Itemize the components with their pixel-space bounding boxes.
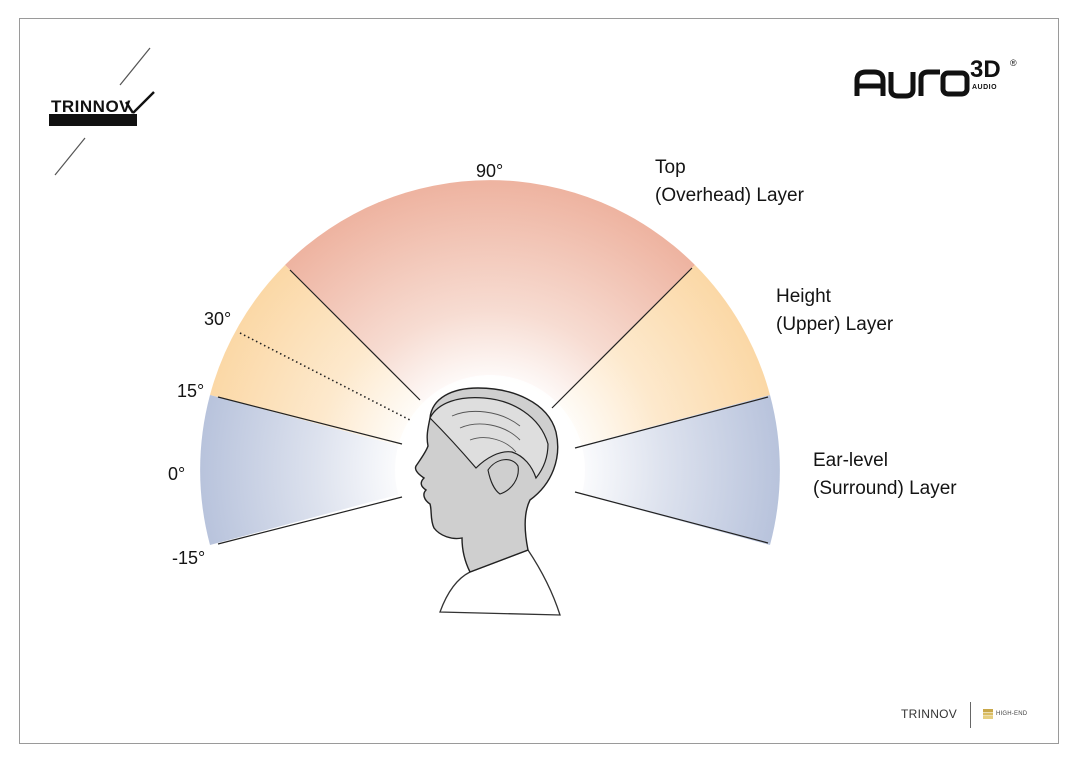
divider-15-left xyxy=(217,396,403,445)
high-end-text: HIGH-END xyxy=(996,711,1028,717)
auro-3d-logo-icon xyxy=(854,69,970,99)
divider-15-right xyxy=(574,396,769,449)
page-frame xyxy=(19,18,1059,744)
footer-brand: TRINNOV xyxy=(901,707,958,721)
angle-label-0: 0° xyxy=(168,464,186,484)
ear-layer-subtitle: (Surround) Layer xyxy=(813,478,957,499)
ear-layer-title: Ear-level xyxy=(813,450,888,471)
auro-audio-text: AUDIO xyxy=(972,84,998,91)
footer-high-end-badge: HIGH-END xyxy=(983,709,1027,719)
trinnov-logo-text: TRINNOV xyxy=(51,97,131,116)
dotted-30-line xyxy=(239,332,411,421)
top-layer-subtitle: (Overhead) Layer xyxy=(655,185,804,206)
divider-lines xyxy=(217,267,769,545)
divider-top-left xyxy=(289,269,421,401)
divider-minus15-left xyxy=(217,496,403,545)
height-layer-label: Height (Upper) Layer xyxy=(776,283,893,339)
footer-separator xyxy=(970,702,971,728)
angle-label-90: 90° xyxy=(476,161,504,181)
trinnov-logo-icon xyxy=(49,47,155,176)
height-layer-title: Height xyxy=(776,286,831,307)
high-end-icon xyxy=(983,709,993,719)
ear-layer-label: Ear-level (Surround) Layer xyxy=(813,447,957,503)
divider-top-right xyxy=(551,267,693,409)
auro-registered-mark: ® xyxy=(1010,58,1017,68)
angle-label-minus15: -15° xyxy=(172,548,206,568)
ear-layer-sector-right xyxy=(490,395,780,545)
ear-layer-sector-left xyxy=(200,395,490,545)
angle-label-15: 15° xyxy=(177,381,205,401)
divider-minus15-right xyxy=(574,491,769,544)
top-layer-label: Top (Overhead) Layer xyxy=(655,154,804,210)
auro-3d-text: 3D xyxy=(970,56,1001,83)
height-layer-subtitle: (Upper) Layer xyxy=(776,314,894,335)
top-layer-title: Top xyxy=(655,157,686,178)
top-layer-sector xyxy=(285,180,695,470)
angle-label-30: 30° xyxy=(204,309,232,329)
head-silhouette-icon xyxy=(414,387,561,616)
